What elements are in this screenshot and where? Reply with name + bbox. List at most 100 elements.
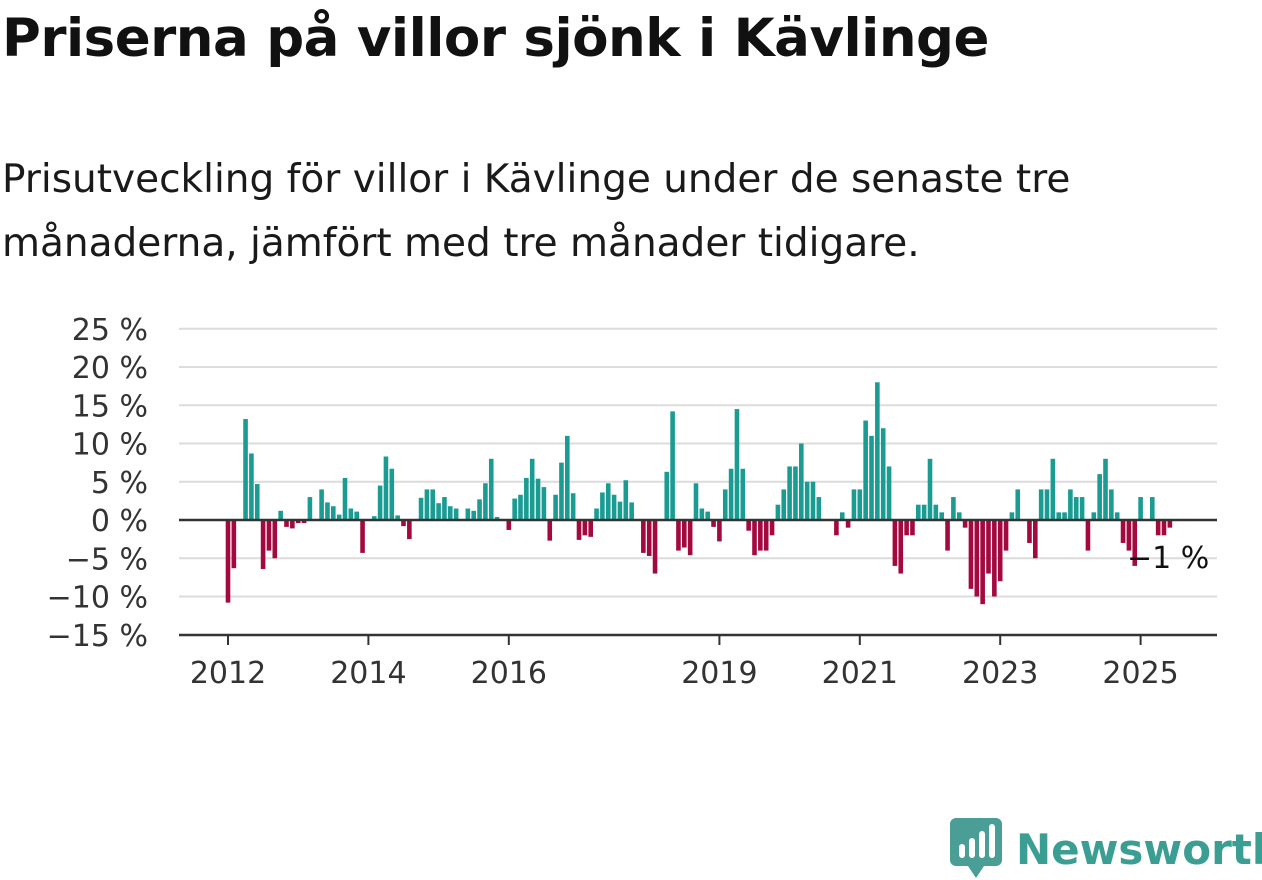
bar — [869, 435, 874, 520]
bar — [997, 520, 1003, 582]
bar — [588, 520, 593, 537]
bar — [471, 510, 476, 520]
bar — [605, 483, 611, 520]
bar — [898, 520, 904, 574]
bar — [266, 520, 272, 551]
bar — [711, 520, 716, 527]
bar — [746, 520, 751, 531]
bar — [1050, 458, 1056, 520]
bar — [518, 494, 523, 520]
bar — [1138, 497, 1143, 520]
bar — [839, 512, 845, 520]
bar — [910, 520, 915, 536]
bar — [816, 497, 822, 520]
bar — [453, 508, 459, 520]
bar — [260, 520, 266, 569]
bar — [448, 506, 453, 520]
x-tick-label: 2019 — [681, 656, 757, 691]
bar — [535, 478, 541, 520]
last-value-label: −1 % — [1127, 541, 1209, 576]
bar — [1150, 497, 1155, 520]
x-axis-ticks: 2012 2014 2016 2019 2021 2023 2025 — [190, 635, 1179, 691]
x-tick-label: 2012 — [190, 656, 266, 691]
bar — [834, 520, 839, 536]
y-tick-label: −5 % — [66, 542, 148, 577]
bar — [354, 511, 359, 520]
bar — [641, 520, 646, 553]
bar — [1085, 520, 1091, 551]
bar — [775, 504, 781, 520]
bar — [687, 520, 693, 556]
bar — [799, 443, 804, 520]
bar — [395, 515, 400, 520]
bar — [301, 520, 307, 524]
bar — [682, 520, 687, 548]
y-tick-label: 15 % — [72, 389, 148, 424]
bar — [916, 504, 921, 520]
bar — [494, 516, 500, 520]
bar — [436, 503, 441, 520]
bar — [717, 520, 722, 542]
bar — [945, 520, 950, 551]
bar — [722, 489, 728, 520]
bar — [921, 504, 927, 520]
bar — [348, 508, 354, 520]
bar — [1003, 520, 1009, 551]
bar — [553, 494, 558, 520]
bar — [1038, 489, 1044, 520]
bar — [407, 520, 412, 540]
bar — [465, 508, 471, 520]
bar — [477, 499, 482, 520]
bar — [1068, 489, 1073, 520]
bar — [360, 520, 365, 553]
bar — [570, 493, 576, 520]
bar — [810, 481, 816, 520]
bar — [863, 420, 868, 520]
bar — [576, 520, 582, 540]
bar — [1167, 520, 1173, 528]
bar — [664, 471, 670, 520]
bar — [594, 508, 599, 520]
bar — [547, 520, 553, 541]
bar — [1126, 520, 1132, 551]
bar — [1103, 458, 1108, 520]
bar — [231, 520, 237, 569]
bar — [980, 520, 985, 605]
bar — [1044, 489, 1050, 520]
bar — [734, 409, 740, 520]
bar — [670, 411, 675, 520]
bar — [611, 494, 617, 520]
newsworthy-logo: Newsworthy — [950, 818, 1262, 880]
bar — [951, 497, 956, 520]
bar — [986, 520, 991, 574]
y-tick-label: 20 % — [72, 351, 148, 386]
bar — [1091, 512, 1097, 520]
bar — [541, 487, 547, 520]
bar — [962, 520, 968, 528]
bar — [769, 520, 775, 536]
bar — [880, 428, 886, 520]
bar — [512, 498, 517, 520]
bar — [652, 520, 658, 574]
bar — [488, 458, 494, 520]
bar — [617, 501, 623, 520]
bar — [857, 489, 863, 520]
bar — [600, 492, 605, 520]
bar — [752, 520, 757, 556]
bar — [430, 489, 436, 520]
bar — [927, 458, 933, 520]
bar — [401, 520, 406, 527]
bar — [845, 520, 851, 528]
bar — [336, 514, 342, 520]
y-tick-label: 25 % — [72, 313, 148, 348]
bar — [699, 508, 705, 520]
bar — [342, 477, 348, 520]
bar — [278, 510, 283, 520]
bar — [1120, 520, 1126, 543]
gridlines — [179, 327, 1217, 598]
bar — [1155, 520, 1161, 536]
bar — [992, 520, 997, 597]
bar — [693, 483, 699, 520]
bar — [565, 435, 570, 520]
bar — [1079, 497, 1085, 520]
